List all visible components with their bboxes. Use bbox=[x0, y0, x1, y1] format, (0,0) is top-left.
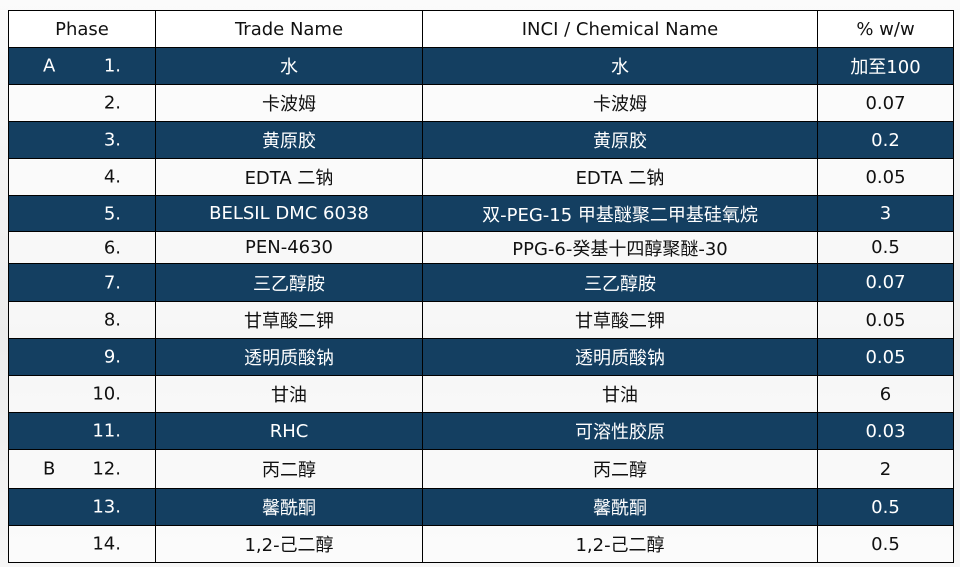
item-number: 3. bbox=[103, 129, 121, 151]
trade-name-cell: 黄原胶 bbox=[155, 121, 423, 159]
item-number: 1. bbox=[103, 55, 121, 77]
percent-cell: 0.05 bbox=[817, 301, 954, 339]
phase-label: A bbox=[43, 55, 56, 77]
phase-cell: 8. bbox=[8, 301, 156, 339]
trade-name-cell: 卡波姆 bbox=[155, 84, 423, 122]
phase-cell: B 12. bbox=[8, 449, 156, 489]
trade-name-cell: 丙二醇 bbox=[155, 449, 423, 489]
inci-name-cell: 可溶性胶原 bbox=[422, 412, 818, 450]
phase-cell: 2. bbox=[8, 84, 156, 122]
item-number: 9. bbox=[103, 346, 121, 368]
phase-cell: 4. bbox=[8, 158, 156, 196]
inci-name-cell: 甘油 bbox=[422, 375, 818, 413]
percent-cell: 0.5 bbox=[817, 488, 954, 526]
table-row: 7. 三乙醇胺 三乙醇胺 0.07 bbox=[8, 263, 954, 302]
trade-name-cell: 甘草酸二钾 bbox=[155, 301, 423, 339]
percent-cell: 0.05 bbox=[817, 158, 954, 196]
trade-name-cell: EDTA 二钠 bbox=[155, 158, 423, 196]
phase-cell: 7. bbox=[8, 263, 156, 302]
inci-name-cell: PPG-6-癸基十四醇聚醚-30 bbox=[422, 231, 818, 264]
inci-name-cell: 透明质酸钠 bbox=[422, 338, 818, 376]
table-row: 13. 馨酰酮 馨酰酮 0.5 bbox=[8, 488, 954, 526]
inci-name-cell: 馨酰酮 bbox=[422, 488, 818, 526]
item-number: 12. bbox=[92, 458, 121, 480]
phase-cell: 14. bbox=[8, 525, 156, 563]
phase-cell: 5. bbox=[8, 195, 156, 232]
percent-cell: 2 bbox=[817, 449, 954, 489]
trade-name-cell: PEN-4630 bbox=[155, 231, 423, 264]
item-number: 6. bbox=[103, 237, 121, 258]
table-row: 14. 1,2-己二醇 1,2-己二醇 0.5 bbox=[8, 525, 954, 563]
table-row: 3. 黄原胶 黄原胶 0.2 bbox=[8, 121, 954, 159]
phase-cell: 3. bbox=[8, 121, 156, 159]
table-row: 6. PEN-4630 PPG-6-癸基十四醇聚醚-30 0.5 bbox=[8, 231, 954, 264]
inci-name-cell: 黄原胶 bbox=[422, 121, 818, 159]
trade-name-cell: 馨酰酮 bbox=[155, 488, 423, 526]
phase-label: B bbox=[43, 458, 56, 480]
item-number: 7. bbox=[103, 272, 121, 293]
phase-cell: 13. bbox=[8, 488, 156, 526]
item-number: 13. bbox=[92, 496, 121, 518]
trade-name-cell: 三乙醇胺 bbox=[155, 263, 423, 302]
trade-name-cell: 甘油 bbox=[155, 375, 423, 413]
phase-cell: 10. bbox=[8, 375, 156, 413]
table-row: 4. EDTA 二钠 EDTA 二钠 0.05 bbox=[8, 158, 954, 196]
table-row: A 1. 水 水 加至100 bbox=[8, 47, 954, 85]
inci-name-cell: 三乙醇胺 bbox=[422, 263, 818, 302]
header-phase: Phase bbox=[8, 10, 156, 48]
trade-name-cell: RHC bbox=[155, 412, 423, 450]
header-inci-name: INCI / Chemical Name bbox=[422, 10, 818, 48]
table-row: 5. BELSIL DMC 6038 双-PEG-15 甲基醚聚二甲基硅氧烷 3 bbox=[8, 195, 954, 232]
phase-cell: 6. bbox=[8, 231, 156, 264]
phase-cell: 9. bbox=[8, 338, 156, 376]
table-row: 8. 甘草酸二钾 甘草酸二钾 0.05 bbox=[8, 301, 954, 339]
trade-name-cell: 1,2-己二醇 bbox=[155, 525, 423, 563]
percent-cell: 0.07 bbox=[817, 263, 954, 302]
table-row: 2. 卡波姆 卡波姆 0.07 bbox=[8, 84, 954, 122]
header-trade-name: Trade Name bbox=[155, 10, 423, 48]
inci-name-cell: 卡波姆 bbox=[422, 84, 818, 122]
percent-cell: 6 bbox=[817, 375, 954, 413]
percent-cell: 0.03 bbox=[817, 412, 954, 450]
percent-cell: 0.05 bbox=[817, 338, 954, 376]
phase-cell: 11. bbox=[8, 412, 156, 450]
item-number: 2. bbox=[103, 92, 121, 114]
phase-cell: A 1. bbox=[8, 47, 156, 85]
item-number: 8. bbox=[103, 309, 121, 331]
item-number: 5. bbox=[103, 203, 121, 224]
table-row: 11. RHC 可溶性胶原 0.03 bbox=[8, 412, 954, 450]
inci-name-cell: 甘草酸二钾 bbox=[422, 301, 818, 339]
item-number: 14. bbox=[92, 533, 121, 555]
inci-name-cell: EDTA 二钠 bbox=[422, 158, 818, 196]
percent-cell: 加至100 bbox=[817, 47, 954, 85]
item-number: 4. bbox=[103, 166, 121, 188]
inci-name-cell: 丙二醇 bbox=[422, 449, 818, 489]
formulation-table: Phase Trade Name INCI / Chemical Name % … bbox=[8, 10, 954, 563]
percent-cell: 0.07 bbox=[817, 84, 954, 122]
header-row: Phase Trade Name INCI / Chemical Name % … bbox=[8, 10, 954, 48]
trade-name-cell: BELSIL DMC 6038 bbox=[155, 195, 423, 232]
trade-name-cell: 水 bbox=[155, 47, 423, 85]
trade-name-cell: 透明质酸钠 bbox=[155, 338, 423, 376]
table-row: 9. 透明质酸钠 透明质酸钠 0.05 bbox=[8, 338, 954, 376]
table-row: B 12. 丙二醇 丙二醇 2 bbox=[8, 449, 954, 489]
percent-cell: 3 bbox=[817, 195, 954, 232]
percent-cell: 0.5 bbox=[817, 525, 954, 563]
header-percent: % w/w bbox=[817, 10, 954, 48]
table-row: 10. 甘油 甘油 6 bbox=[8, 375, 954, 413]
percent-cell: 0.2 bbox=[817, 121, 954, 159]
item-number: 10. bbox=[92, 383, 121, 405]
inci-name-cell: 水 bbox=[422, 47, 818, 85]
percent-cell: 0.5 bbox=[817, 231, 954, 264]
inci-name-cell: 1,2-己二醇 bbox=[422, 525, 818, 563]
inci-name-cell: 双-PEG-15 甲基醚聚二甲基硅氧烷 bbox=[422, 195, 818, 232]
item-number: 11. bbox=[92, 420, 121, 442]
